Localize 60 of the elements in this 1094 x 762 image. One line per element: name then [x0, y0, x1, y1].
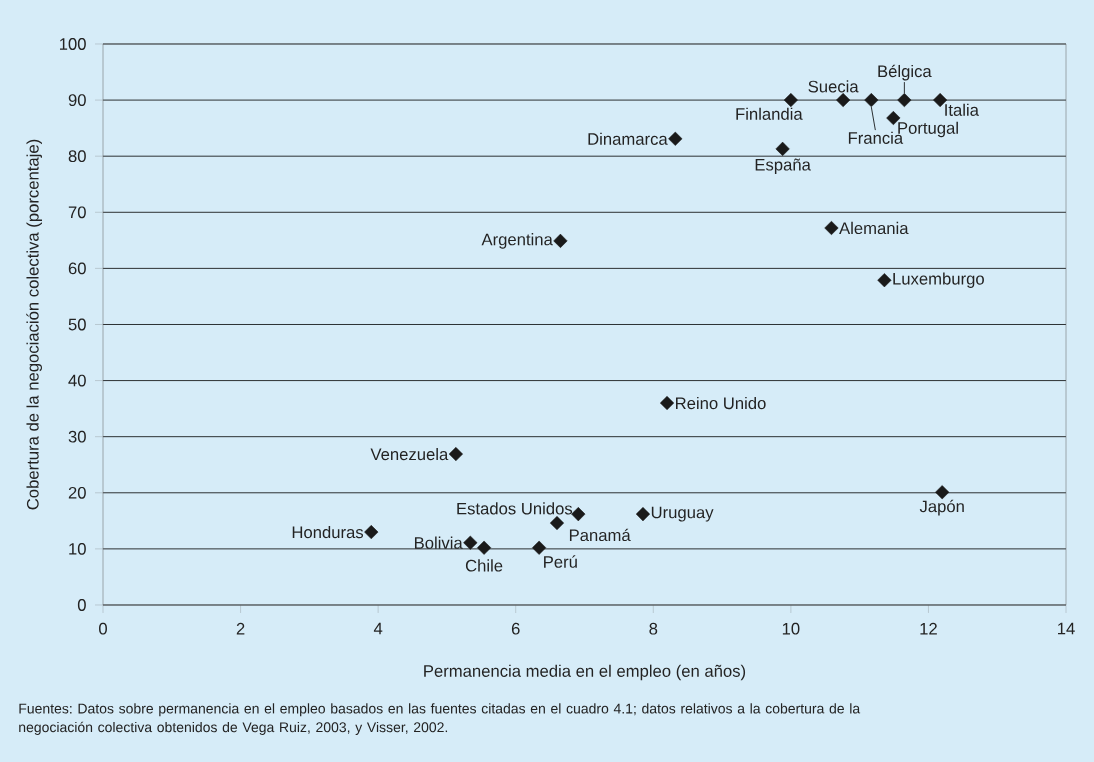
point — [660, 395, 675, 411]
y-tick-label: 30 — [68, 430, 86, 443]
y-tick-label: 100 — [59, 38, 86, 50]
point — [635, 507, 651, 522]
point — [824, 220, 839, 236]
annotation: Finlandia — [736, 107, 803, 120]
point — [864, 93, 879, 108]
annotation: Venezuela — [370, 447, 449, 461]
point — [532, 540, 547, 555]
annotation: Argentina — [481, 233, 553, 249]
x-tick-label: 14 — [1058, 622, 1075, 635]
annotation: Suecia — [808, 80, 859, 93]
point — [477, 540, 492, 555]
point — [571, 507, 586, 522]
point — [364, 525, 379, 540]
y-tick-label: 40 — [68, 374, 86, 387]
point — [877, 273, 892, 288]
x-tick-label: 4 — [373, 622, 383, 635]
annotation: Bolivia — [414, 536, 463, 549]
point — [836, 93, 851, 108]
y-tick-label: 90 — [68, 94, 86, 106]
annotation: Reino Unido — [676, 396, 766, 410]
point — [668, 131, 683, 146]
point — [448, 447, 463, 462]
annotation: Japón — [919, 499, 964, 516]
point — [783, 93, 798, 108]
annotation: Italia — [945, 103, 979, 116]
annotation: Uruguay — [651, 506, 714, 522]
y-tick-label: 0 — [77, 599, 86, 611]
y-tick-label: 20 — [68, 486, 86, 499]
annotation: España — [755, 158, 811, 174]
annotation: Luxemburgo — [893, 272, 984, 288]
source-note: Fuentes: Datos sobre permanencia en el empleo basados en las fuentes citadas en el cuadro 4.1; datos relativos a la cobertura de la negociación colectiva obtenidos de Vega Ruiz, 2003, y Visser, 2002. — [19, 703, 861, 735]
point — [549, 516, 565, 531]
point — [897, 93, 912, 108]
y-tick-label: 80 — [68, 150, 86, 163]
point — [463, 535, 478, 550]
annotation: Bélgica — [878, 64, 932, 81]
x-axis-title: Permanencia media en el empleo (en años) — [424, 664, 746, 681]
x-tick-label: 10 — [782, 622, 800, 635]
y-tick-label: 10 — [69, 543, 86, 555]
x-tick-label: 2 — [236, 622, 245, 635]
annotation: Perú — [544, 555, 577, 568]
x-tick-label: 8 — [649, 622, 658, 635]
point — [935, 485, 950, 500]
y-axis-title: Cobertura de la negociación colectiva (porcentaje) — [26, 139, 42, 510]
x-tick-label: 0 — [99, 622, 107, 635]
x-tick-label: 6 — [511, 622, 520, 635]
annotation: Dinamarca — [588, 132, 668, 145]
y-tick-label: 60 — [68, 262, 86, 275]
annotation: Chile — [465, 559, 503, 572]
y-tick-label: 50 — [68, 318, 86, 331]
x-tick-label: 12 — [920, 622, 937, 635]
point — [553, 233, 568, 248]
annotation: Panamá — [569, 528, 631, 542]
y-tick-label: 70 — [68, 206, 86, 219]
point — [775, 141, 790, 156]
annotation: Honduras — [292, 525, 364, 539]
annotation: Estados Unidos — [457, 502, 573, 515]
annotation: Alemania — [839, 221, 909, 235]
